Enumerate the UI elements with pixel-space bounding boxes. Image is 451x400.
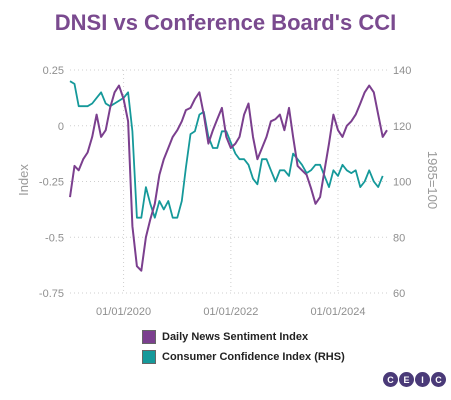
series-line-dnsi — [69, 84, 388, 272]
logo-letter: I — [415, 372, 430, 387]
y-tick-left: -0.25 — [39, 177, 64, 189]
ceic-logo: C E I C — [382, 372, 446, 387]
grid-layer — [70, 69, 387, 294]
y-tick-left: -0.75 — [39, 288, 64, 300]
y-axis-label-right: 1985=100 — [425, 151, 440, 209]
series-line-cci — [69, 80, 384, 219]
logo-letter: C — [431, 372, 446, 387]
y-tick-right: 120 — [393, 121, 411, 133]
y-tick-right: 60 — [393, 288, 405, 300]
legend-item-cci[interactable]: Consumer Confidence Index (RHS) — [142, 348, 345, 366]
y-tick-left: -0.5 — [45, 232, 64, 244]
chart-title: DNSI vs Conference Board's CCI — [54, 10, 397, 35]
series-layer — [69, 80, 388, 272]
x-tick: 01/01/2024 — [310, 306, 365, 318]
legend-item-dnsi[interactable]: Daily News Sentiment Index — [142, 328, 345, 346]
x-tick: 01/01/2020 — [96, 306, 151, 318]
logo-letter: C — [383, 372, 398, 387]
tick-layer: 0.25 140 0 120 -0.25 100 -0.5 80 -0.75 60 01/01/20… — [39, 65, 411, 318]
legend-swatch-dnsi — [142, 330, 156, 344]
legend-label-cci: Consumer Confidence Index (RHS) — [162, 351, 345, 363]
y-axis-label-left: Index — [16, 164, 31, 196]
y-tick-left: 0 — [58, 121, 64, 133]
y-tick-right: 80 — [393, 232, 405, 244]
legend-swatch-cci — [142, 350, 156, 364]
x-tick: 01/01/2022 — [203, 306, 258, 318]
logo-letter: E — [399, 372, 414, 387]
legend: Daily News Sentiment Index Consumer Conf… — [142, 328, 345, 368]
y-tick-right: 140 — [393, 65, 411, 77]
legend-label-dnsi: Daily News Sentiment Index — [162, 331, 309, 343]
y-tick-right: 100 — [393, 177, 411, 189]
y-tick-left: 0.25 — [43, 65, 64, 77]
